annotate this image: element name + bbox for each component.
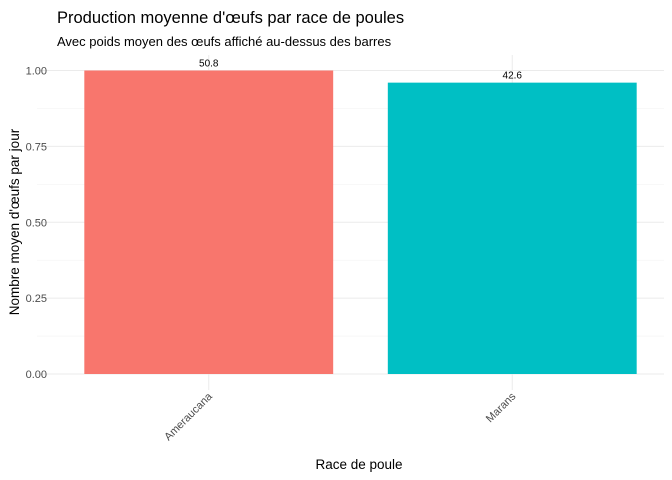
- y-tick-label: 0.50: [26, 217, 47, 229]
- bar-marans: [387, 82, 637, 374]
- data-label: 42.6: [503, 71, 523, 82]
- x-tick-label: Marans: [484, 390, 519, 425]
- y-tick-label: 0.25: [26, 293, 47, 305]
- y-tick-label: 1.00: [26, 66, 47, 78]
- y-axis-title: Nombre moyen d'œufs par jour: [7, 128, 22, 315]
- bars: [84, 70, 637, 374]
- y-axis-ticks: 0.00 0.25 0.50 0.75 1.00: [26, 66, 47, 382]
- data-label: 50.8: [199, 59, 219, 70]
- data-labels: 50.8 42.6: [199, 59, 522, 82]
- bar-ameraucana: [84, 70, 334, 374]
- y-tick-label: 0.75: [26, 141, 47, 153]
- y-tick-label: 0.00: [26, 369, 47, 381]
- x-axis-ticks: Ameraucana Marans: [162, 390, 518, 443]
- x-axis-title: Race de poule: [315, 457, 402, 472]
- chart-subtitle: Avec poids moyen des œufs affiché au-des…: [57, 34, 392, 49]
- x-tick-label: Ameraucana: [162, 390, 215, 443]
- chart-title: Production moyenne d'œufs par race de po…: [57, 9, 404, 27]
